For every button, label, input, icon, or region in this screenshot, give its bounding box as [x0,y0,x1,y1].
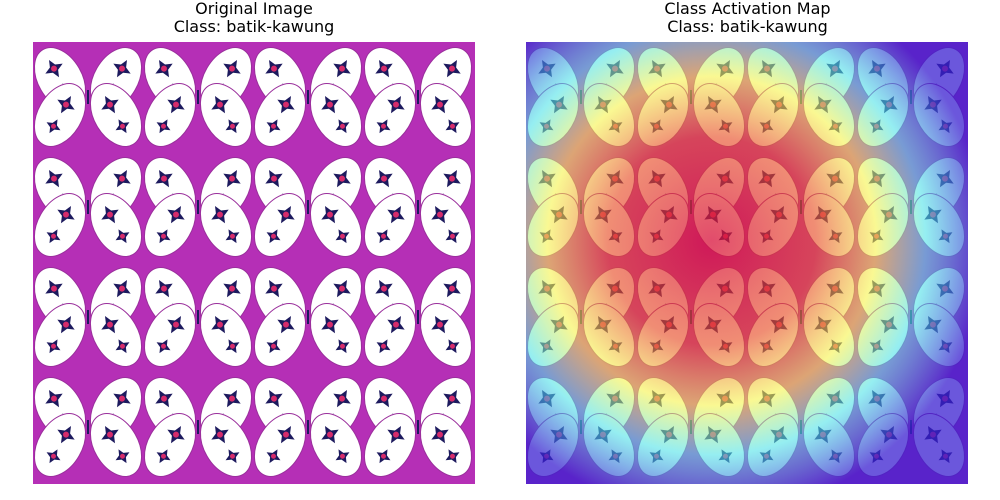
cam-class-label: Class: batik-kawung [667,17,828,36]
orig-kawung-oval [33,413,87,477]
orig-kawung-oval [253,413,307,477]
orig-kawung-oval [89,193,143,257]
orig-kawung-oval [363,193,417,257]
orig-kawung-oval [33,83,87,147]
class-activation-map-image [526,42,968,484]
orig-kawung-oval [143,413,197,477]
orig-kawung-oval [363,303,417,367]
orig-kawung-oval [309,193,363,257]
orig-kawung-oval [143,83,197,147]
cam-heatmap-overlay [526,42,968,484]
original-batik-image [33,42,475,484]
orig-kawung-oval [419,303,473,367]
orig-kawung-oval [363,83,417,147]
original-image-class-label: Class: batik-kawung [173,17,335,36]
orig-kawung-oval [143,193,197,257]
orig-kawung-oval [89,83,143,147]
orig-kawung-oval [309,303,363,367]
orig-kawung-oval [309,83,363,147]
orig-kawung-oval [89,303,143,367]
orig-kawung-oval [33,193,87,257]
orig-kawung-oval [309,413,363,477]
orig-kawung-oval [33,303,87,367]
orig-kawung-oval [419,413,473,477]
orig-kawung-oval [199,413,253,477]
orig-kawung-oval [199,303,253,367]
original-image-title: Original Image [195,0,313,18]
orig-kawung-oval [253,303,307,367]
orig-kawung-oval [363,413,417,477]
cam-title: Class Activation Map [664,0,831,18]
orig-kawung-oval [89,413,143,477]
orig-kawung-oval [199,83,253,147]
orig-kawung-oval [419,83,473,147]
orig-kawung-oval [143,303,197,367]
orig-kawung-oval [199,193,253,257]
orig-kawung-oval [419,193,473,257]
orig-kawung-oval [253,193,307,257]
orig-kawung-oval [253,83,307,147]
